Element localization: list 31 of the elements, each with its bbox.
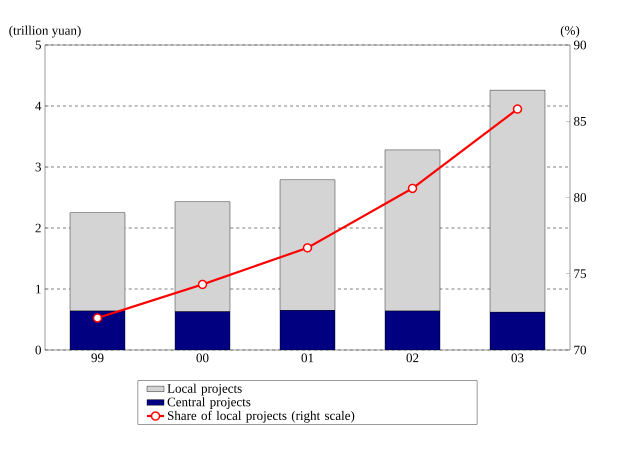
- y-tick-label: 3: [36, 162, 41, 172]
- legend-label: Local projects: [167, 384, 242, 396]
- y-axis-title: (trillion yuan): [9, 26, 81, 38]
- point: [302, 243, 312, 253]
- y-tick-label: 4: [35, 102, 42, 110]
- y2-axis-title: (%): [560, 26, 580, 38]
- legend-label: Share of local projects (right scale): [168, 410, 354, 423]
- point: [198, 280, 208, 290]
- y2-tick-label: 85: [574, 116, 586, 126]
- point: [408, 184, 418, 194]
- x-tick-label: 03: [512, 354, 524, 362]
- bar: [490, 312, 546, 350]
- y-tick-label: 0: [35, 346, 41, 354]
- y-tick-label: 2: [36, 224, 41, 232]
- y2-tick-label: 75: [574, 269, 586, 278]
- y2-tick-label: 90: [574, 40, 586, 50]
- point: [512, 104, 522, 114]
- legend-label: Central projects: [168, 397, 250, 409]
- x-tick-label: 02: [406, 354, 418, 362]
- bar: [385, 310, 440, 350]
- point: [92, 313, 102, 323]
- x-tick-label: 99: [91, 354, 104, 362]
- x-tick-label: 00: [196, 354, 208, 362]
- bar: [70, 310, 125, 350]
- y-tick-label: 1: [36, 284, 41, 294]
- x-tick-label: 01: [302, 354, 314, 362]
- y2-tick-label: 80: [574, 193, 586, 202]
- y2-tick-label: 70: [574, 346, 586, 354]
- y-tick-label: 5: [36, 40, 41, 50]
- bar: [280, 310, 335, 350]
- bar: [175, 312, 230, 350]
